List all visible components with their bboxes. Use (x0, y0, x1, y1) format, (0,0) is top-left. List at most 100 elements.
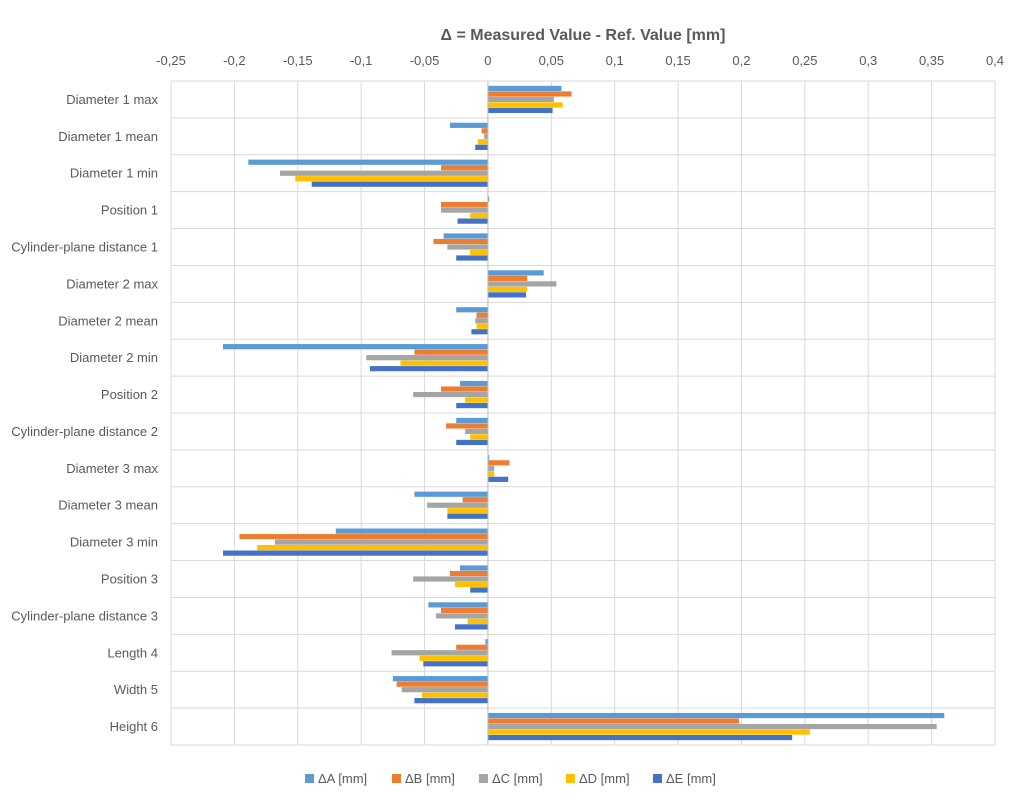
bar (487, 465, 495, 471)
bar (423, 661, 488, 667)
bar (433, 238, 488, 245)
bar (456, 402, 488, 409)
bar (465, 397, 488, 403)
x-tick-label: -0,05 (410, 53, 440, 68)
bar (460, 565, 488, 571)
bar (476, 312, 488, 318)
y-category-label: Cylinder-plane distance 2 (11, 424, 158, 439)
bar (456, 644, 488, 650)
bar (487, 712, 945, 719)
bar (257, 545, 488, 551)
bar (465, 428, 488, 435)
legend: ΔA [mm] ΔB [mm] ΔC [mm] ΔD [mm] ΔE [mm] (305, 771, 716, 786)
y-category-label: Diameter 1 max (66, 92, 158, 107)
legend-label: ΔA [mm] (318, 771, 367, 786)
legend-swatch (392, 774, 401, 783)
bar (280, 170, 488, 176)
bar (487, 292, 526, 298)
bar (435, 613, 488, 619)
bar (392, 676, 488, 682)
grid (170, 80, 996, 746)
x-tick-label: 0,25 (792, 53, 817, 68)
bar (475, 318, 488, 324)
bar (422, 692, 488, 698)
bar (454, 624, 488, 630)
bar (428, 602, 488, 608)
legend-swatch (566, 774, 575, 783)
bar (487, 85, 562, 92)
bar (274, 539, 488, 545)
bar (295, 176, 488, 182)
y-category-label: Diameter 3 min (70, 535, 158, 550)
y-axis-labels: Diameter 1 max Diameter 1 mean Diameter 1 … (11, 92, 158, 734)
bar (487, 734, 793, 741)
bar (487, 718, 739, 724)
bar (419, 655, 488, 661)
y-category-label: Diameter 3 max (66, 461, 158, 476)
bar (311, 181, 488, 187)
bar (470, 249, 488, 256)
y-category-label: Diameter 3 mean (58, 498, 158, 513)
y-category-label: Diameter 1 min (70, 166, 158, 181)
bar (487, 460, 510, 466)
y-category-label: Diameter 1 mean (58, 129, 158, 144)
bar (462, 497, 488, 503)
bar (487, 454, 490, 460)
x-tick-label: 0,3 (859, 53, 877, 68)
bar (391, 650, 488, 656)
bar (414, 698, 488, 704)
y-category-label: Height 6 (110, 719, 158, 734)
bar (449, 570, 488, 577)
bar (248, 159, 488, 165)
bar (335, 528, 488, 534)
x-tick-label: -0,2 (223, 53, 245, 68)
legend-label: ΔD [mm] (579, 771, 630, 786)
x-tick-label: 0,35 (919, 53, 944, 68)
bar (414, 491, 488, 497)
legend-label: ΔC [mm] (492, 771, 543, 786)
bar (366, 355, 488, 361)
bar (222, 344, 488, 350)
bar (487, 196, 490, 202)
bar (446, 423, 488, 429)
bar (441, 207, 488, 213)
bar (441, 386, 488, 392)
bar (456, 417, 488, 424)
legend-label: ΔE [mm] (666, 771, 716, 786)
bar (487, 96, 554, 103)
legend-swatch (479, 774, 488, 783)
bar (485, 639, 488, 645)
bar (487, 476, 509, 482)
bar (475, 144, 488, 150)
bar (487, 91, 572, 97)
bar (484, 133, 488, 139)
bar (401, 687, 488, 693)
y-category-label: Width 5 (114, 682, 158, 697)
bar (487, 102, 563, 108)
bar (413, 391, 488, 398)
bar (481, 128, 488, 134)
bar (487, 471, 495, 477)
bar (370, 366, 488, 372)
bar (470, 213, 488, 219)
x-tick-label: 0,1 (606, 53, 624, 68)
y-category-label: Position 2 (101, 387, 158, 402)
bar (456, 439, 488, 446)
bar (487, 729, 810, 735)
bar (396, 681, 488, 687)
bar (456, 255, 488, 261)
bar (414, 349, 488, 355)
x-tick-label: 0,15 (665, 53, 690, 68)
y-category-label: Diameter 2 max (66, 276, 158, 291)
x-tick-label: 0,05 (539, 53, 564, 68)
x-tick-label: 0 (484, 53, 491, 68)
y-category-label: Position 3 (101, 572, 158, 587)
bar (487, 270, 544, 276)
bar (470, 434, 488, 440)
y-category-label: Cylinder-plane distance 1 (11, 240, 158, 255)
bar (460, 380, 488, 387)
x-tick-label: -0,1 (350, 53, 372, 68)
bar (447, 508, 488, 514)
y-category-label: Diameter 2 mean (58, 313, 158, 328)
bar (441, 165, 488, 171)
